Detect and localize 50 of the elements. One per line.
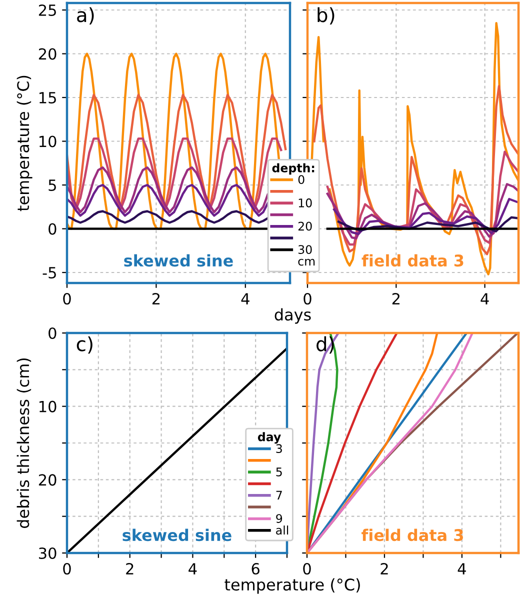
y-tick-label: 20 — [38, 474, 56, 486]
legend-title: day — [258, 432, 281, 444]
y-tick-label: 5 — [48, 180, 56, 192]
y-tick-label: 15 — [40, 92, 56, 104]
annotation: skewed sine — [122, 528, 232, 542]
x-tick-label: 2 — [152, 292, 160, 304]
x-tick-label: 0 — [303, 562, 311, 575]
x-axis-title: days — [274, 308, 311, 324]
annotation: c) — [76, 336, 92, 354]
x-tick-label: 2 — [126, 562, 134, 574]
x-tick-label: 6 — [252, 562, 260, 575]
legend-label: 7 — [276, 490, 282, 500]
x-tick-label: 4 — [241, 293, 250, 304]
x-tick-label: 0 — [63, 562, 71, 575]
legend-label: 5 — [276, 468, 282, 476]
y-tick-label: 30 — [39, 547, 56, 560]
line-series — [67, 166, 269, 214]
y-tick-label: -5 — [42, 267, 56, 279]
x-tick-label: 0 — [304, 292, 312, 305]
legend-label: 9 — [276, 514, 282, 524]
x-tick-label: 2 — [392, 292, 400, 304]
x-tick-label: 4 — [458, 563, 466, 574]
y-tick-label: 10 — [40, 136, 56, 148]
y-axis-title: debris thickness (cm) — [16, 358, 32, 528]
y-tick-label: 10 — [40, 400, 56, 412]
y-tick-label: 20 — [38, 48, 56, 60]
x-tick-label: 2 — [380, 562, 388, 574]
legend-title: depth: — [272, 163, 314, 175]
legend-label: 10 — [298, 198, 312, 208]
line-series — [67, 210, 269, 224]
x-tick-label: 4 — [188, 563, 197, 574]
annotation: cm — [298, 258, 315, 266]
annotation: field data 3 — [362, 254, 464, 267]
annotation: field data 3 — [362, 528, 463, 542]
legend-label: 30 — [298, 245, 312, 254]
y-tick-label: 0 — [48, 327, 56, 340]
y-tick-label: 0 — [48, 223, 56, 235]
annotation: skewed sine — [124, 254, 233, 267]
y-tick-label: 25 — [38, 4, 56, 16]
x-tick-label: 4 — [480, 293, 489, 304]
y-axis-title: temperature (°C) — [16, 76, 32, 212]
annotation: b) — [318, 7, 334, 25]
legend-label: 0 — [298, 175, 304, 184]
legend-label: 20 — [298, 222, 312, 231]
annotation: a) — [77, 7, 94, 25]
x-axis-title: temperature (°C) — [224, 578, 360, 594]
legend-label: 3 — [276, 444, 282, 454]
legend-label: all — [276, 526, 288, 535]
line-series — [67, 184, 269, 217]
x-tick-label: 0 — [63, 292, 71, 305]
